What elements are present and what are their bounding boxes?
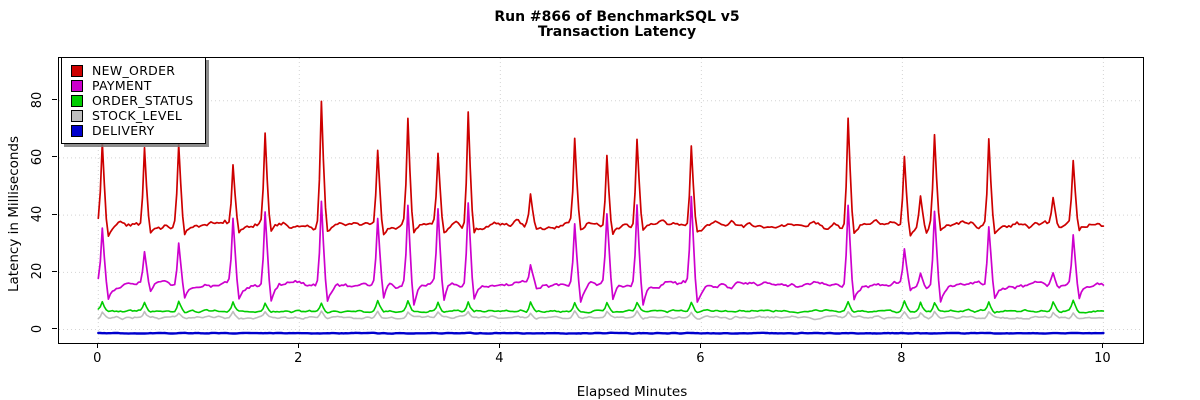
legend-swatch-icon xyxy=(71,64,83,77)
y-tick-mark xyxy=(52,99,57,101)
series-line-order_status xyxy=(97,299,1105,314)
legend-label: ORDER_STATUS xyxy=(92,93,194,108)
series-line-new_order xyxy=(97,100,1105,237)
legend-item-payment: PAYMENT xyxy=(71,78,193,93)
legend-item-delivery: DELIVERY xyxy=(71,123,193,138)
chart-title-line1: Run #866 of BenchmarkSQL v5 xyxy=(494,9,740,25)
legend-swatch-icon xyxy=(71,94,83,107)
y-tick-label: 80 xyxy=(30,91,45,109)
legend-swatch-icon xyxy=(71,79,83,92)
x-tick-mark xyxy=(96,343,98,348)
legend-swatch-icon xyxy=(71,124,83,137)
legend-swatch-icon xyxy=(71,109,83,122)
chart-title-line2: Transaction Latency xyxy=(537,24,697,40)
y-tick-label: 40 xyxy=(30,205,45,223)
legend-label: PAYMENT xyxy=(92,78,152,93)
x-tick-label: 0 xyxy=(93,351,102,366)
y-tick-label: 0 xyxy=(30,324,45,333)
series-line-delivery xyxy=(97,331,1105,335)
series-line-stock_level xyxy=(97,310,1105,321)
legend-label: STOCK_LEVEL xyxy=(92,108,183,123)
x-tick-mark xyxy=(297,343,299,348)
y-tick-mark xyxy=(52,156,57,158)
x-tick-mark xyxy=(1101,343,1103,348)
x-tick-label: 2 xyxy=(294,351,303,366)
x-tick-label: 8 xyxy=(897,351,906,366)
series-line-payment xyxy=(97,195,1105,306)
x-tick-label: 4 xyxy=(495,351,504,366)
y-axis-title: Latency in Milliseconds xyxy=(6,135,22,293)
plot-canvas xyxy=(59,58,1143,343)
plot-area xyxy=(58,57,1144,344)
chart-title: Run #866 of BenchmarkSQL v5 Transaction … xyxy=(75,10,1159,40)
x-axis-title: Elapsed Minutes xyxy=(576,384,688,400)
legend-item-stock_level: STOCK_LEVEL xyxy=(71,108,193,123)
y-tick-mark xyxy=(52,213,57,215)
y-tick-label: 20 xyxy=(30,263,45,280)
x-tick-label: 6 xyxy=(696,351,705,366)
y-tick-mark xyxy=(52,328,57,329)
legend-label: DELIVERY xyxy=(92,123,155,138)
x-tick-mark xyxy=(900,343,902,348)
legend-label: NEW_ORDER xyxy=(92,63,176,78)
y-tick-mark xyxy=(52,270,57,272)
x-tick-mark xyxy=(699,343,701,348)
y-tick-label: 60 xyxy=(30,148,45,166)
x-tick-label: 10 xyxy=(1094,351,1111,366)
legend-item-new_order: NEW_ORDER xyxy=(71,63,193,78)
legend: NEW_ORDER PAYMENT ORDER_STATUS STOCK_LEVEL D… xyxy=(61,57,207,144)
legend-item-order_status: ORDER_STATUS xyxy=(71,93,193,108)
x-tick-mark xyxy=(498,343,500,348)
